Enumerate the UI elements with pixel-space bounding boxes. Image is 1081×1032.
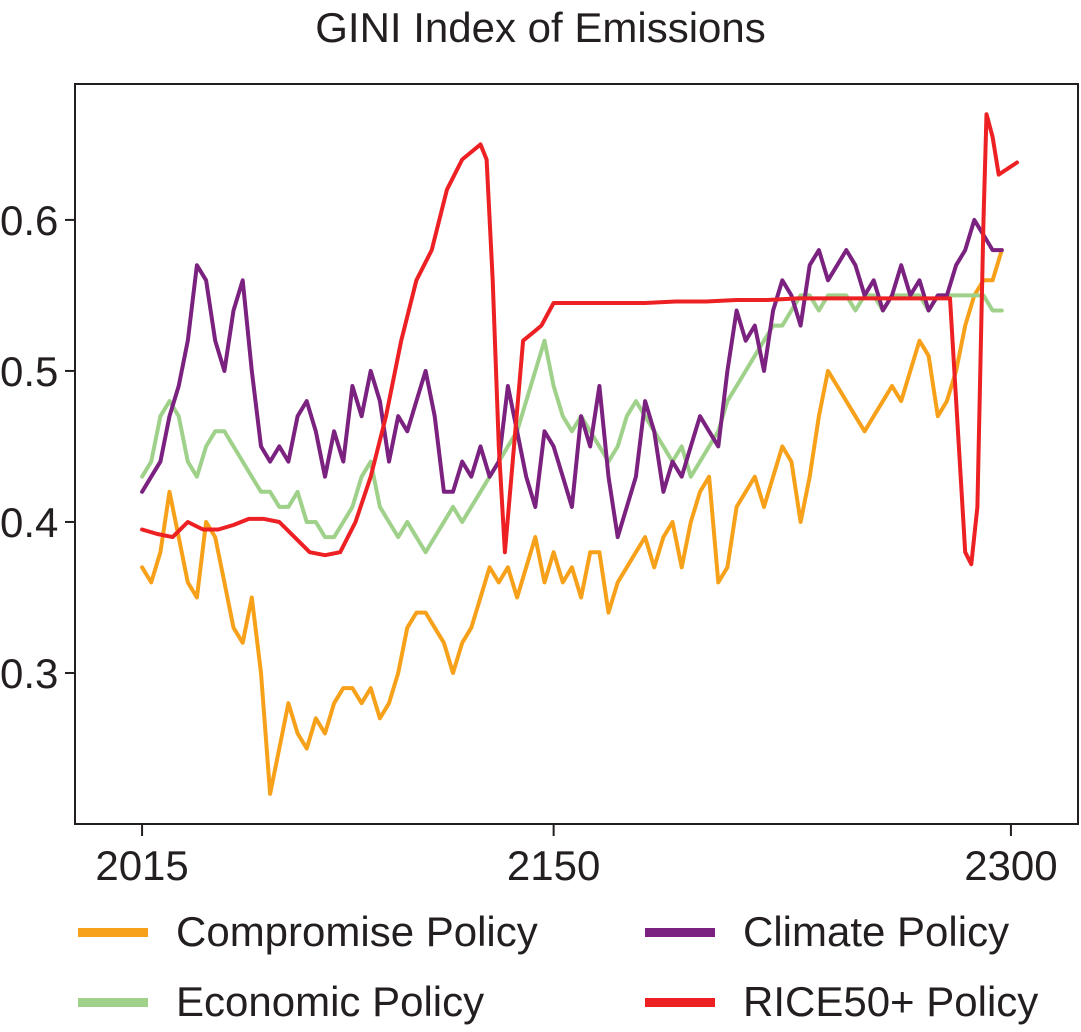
- x-tick-label: 2150: [507, 842, 600, 889]
- legend-label-rice50: RICE50+ Policy: [743, 978, 1039, 1025]
- series-line-rice50: [140, 112, 1019, 567]
- legend-label-climate: Climate Policy: [743, 908, 1010, 955]
- legend-item-economic: Economic Policy: [78, 978, 484, 1026]
- legend-swatch-economic: [78, 997, 148, 1007]
- legend-label-economic: Economic Policy: [176, 978, 485, 1025]
- chart-title: GINI Index of Emissions: [315, 4, 766, 51]
- series-layer: [140, 112, 1019, 796]
- legend-swatch-compromise: [78, 927, 148, 937]
- series-line-compromise: [140, 248, 1004, 796]
- axes-frame: [74, 83, 1079, 825]
- legend-item-climate: Climate Policy: [645, 908, 1009, 956]
- x-tick-label: 2015: [95, 842, 188, 889]
- x-tick-label: 2300: [964, 842, 1057, 889]
- y-tick-label: 0.4: [0, 499, 58, 546]
- x-axis: 2015 2150 2300: [95, 824, 1058, 889]
- legend-item-rice50: RICE50+ Policy: [645, 978, 1038, 1026]
- y-tick-label: 0.5: [0, 348, 58, 395]
- series-line-climate: [140, 217, 1004, 540]
- series-line-economic: [140, 293, 1004, 555]
- legend-label-compromise: Compromise Policy: [176, 908, 538, 955]
- legend-item-compromise: Compromise Policy: [78, 908, 538, 956]
- legend-swatch-climate: [645, 927, 715, 937]
- y-tick-label: 0.6: [0, 197, 58, 244]
- y-axis: 0.3 0.4 0.5 0.6: [0, 197, 75, 697]
- y-tick-label: 0.3: [0, 650, 58, 697]
- legend-swatch-rice50: [645, 997, 715, 1007]
